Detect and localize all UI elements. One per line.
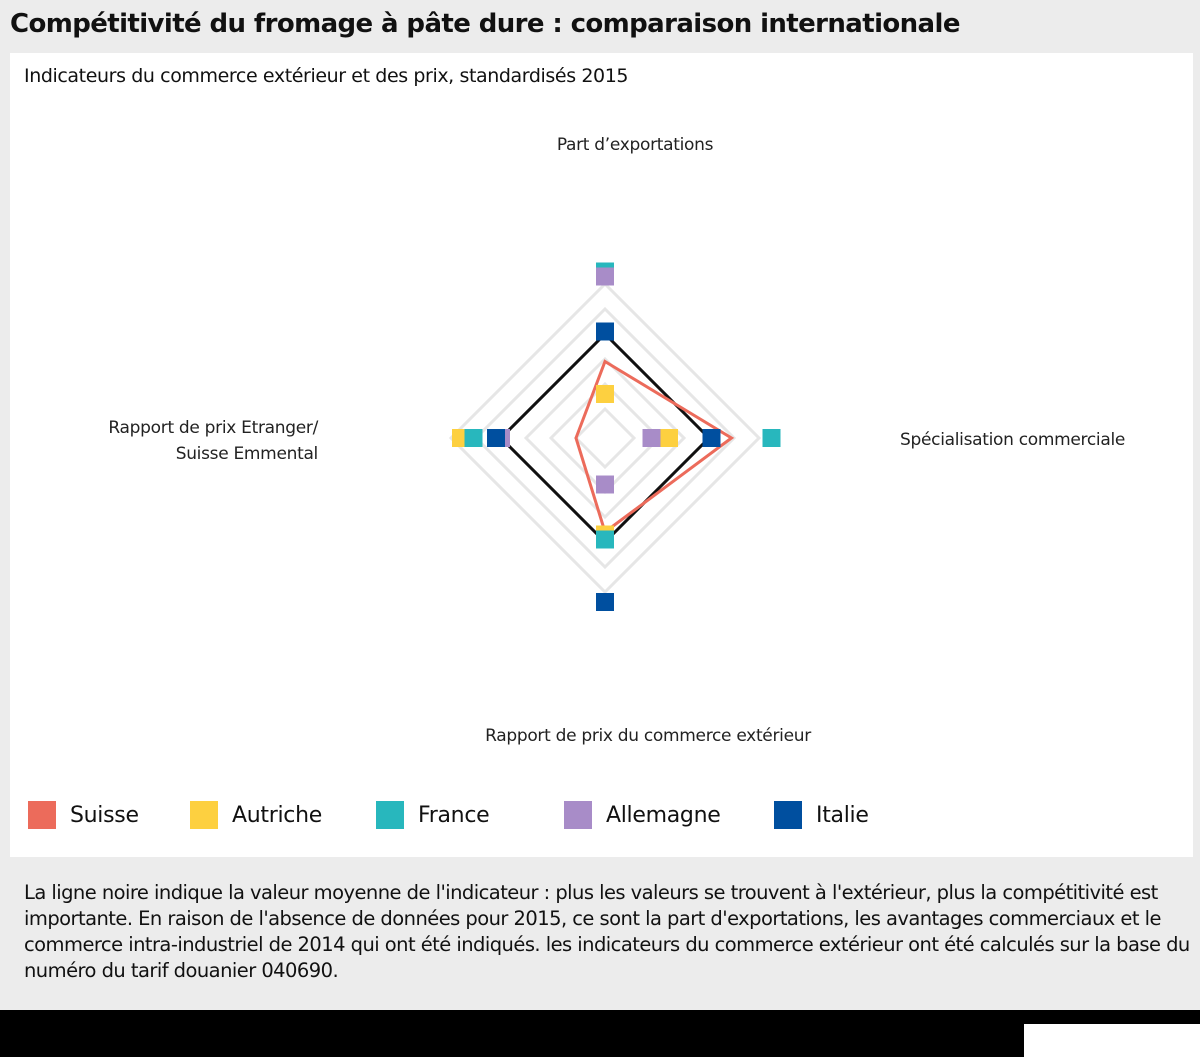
- marker-france-left: [464, 429, 483, 447]
- legend-label-autriche: Autriche: [232, 802, 322, 828]
- grid-ring-3: [523, 356, 687, 520]
- legend-swatch-italie: [774, 801, 802, 829]
- marker-france-bottom: [596, 530, 614, 549]
- legend-swatch-france: [376, 801, 404, 829]
- axis-label-left-line-2: Suisse Emmental: [176, 444, 318, 464]
- chart-panel: Indicateurs du commerce extérieur et des…: [10, 53, 1193, 857]
- grid-ring-1: [573, 406, 637, 470]
- legend-swatch-autriche: [190, 801, 218, 829]
- axis-label-right: Spécialisation commerciale: [900, 430, 1125, 450]
- marker-allemagne-bottom: [596, 475, 614, 494]
- marker-italie-top: [596, 322, 614, 341]
- legend-label-suisse: Suisse: [70, 802, 139, 828]
- legend-item-italie: Italie: [774, 800, 869, 830]
- chart-title: Compétitivité du fromage à pâte dure : c…: [10, 9, 960, 39]
- axis-label-bottom: Rapport de prix du commerce extérieur: [485, 726, 811, 746]
- footer-bar: [0, 1010, 1200, 1057]
- marker-allemagne-right: [642, 429, 661, 447]
- legend-label-allemagne: Allemagne: [606, 802, 721, 828]
- marker-autriche-right: [660, 429, 678, 447]
- legend: Suisse Autriche France Allemagne Italie: [10, 800, 1193, 834]
- grid-ring-6: [448, 281, 762, 595]
- axis-label-top: Part d’exportations: [557, 135, 714, 155]
- axis-label-left-line-1: Rapport de prix Etranger/: [108, 418, 318, 438]
- legend-item-autriche: Autriche: [190, 800, 322, 830]
- marker-autriche-top: [596, 385, 614, 403]
- legend-swatch-suisse: [28, 801, 56, 829]
- marker-italie-left: [487, 429, 505, 447]
- marker-allemagne-top: [596, 267, 614, 286]
- marker-france-right: [762, 429, 781, 447]
- legend-item-allemagne: Allemagne: [564, 800, 721, 830]
- chart-note: La ligne noire indique la valeur moyenne…: [24, 881, 1190, 982]
- grid-ring-5: [473, 306, 737, 570]
- footer-logo-area: [1024, 1024, 1200, 1057]
- marker-italie-right: [702, 429, 721, 447]
- legend-item-suisse: Suisse: [28, 800, 139, 830]
- legend-swatch-allemagne: [564, 801, 592, 829]
- chart-subtitle: Indicateurs du commerce extérieur et des…: [24, 65, 629, 87]
- legend-item-france: France: [376, 800, 490, 830]
- marker-italie-bottom: [596, 593, 614, 611]
- legend-label-france: France: [418, 802, 490, 828]
- radar-chart: Part d’exportations Spécialisation commer…: [108, 135, 1125, 746]
- legend-label-italie: Italie: [816, 802, 869, 828]
